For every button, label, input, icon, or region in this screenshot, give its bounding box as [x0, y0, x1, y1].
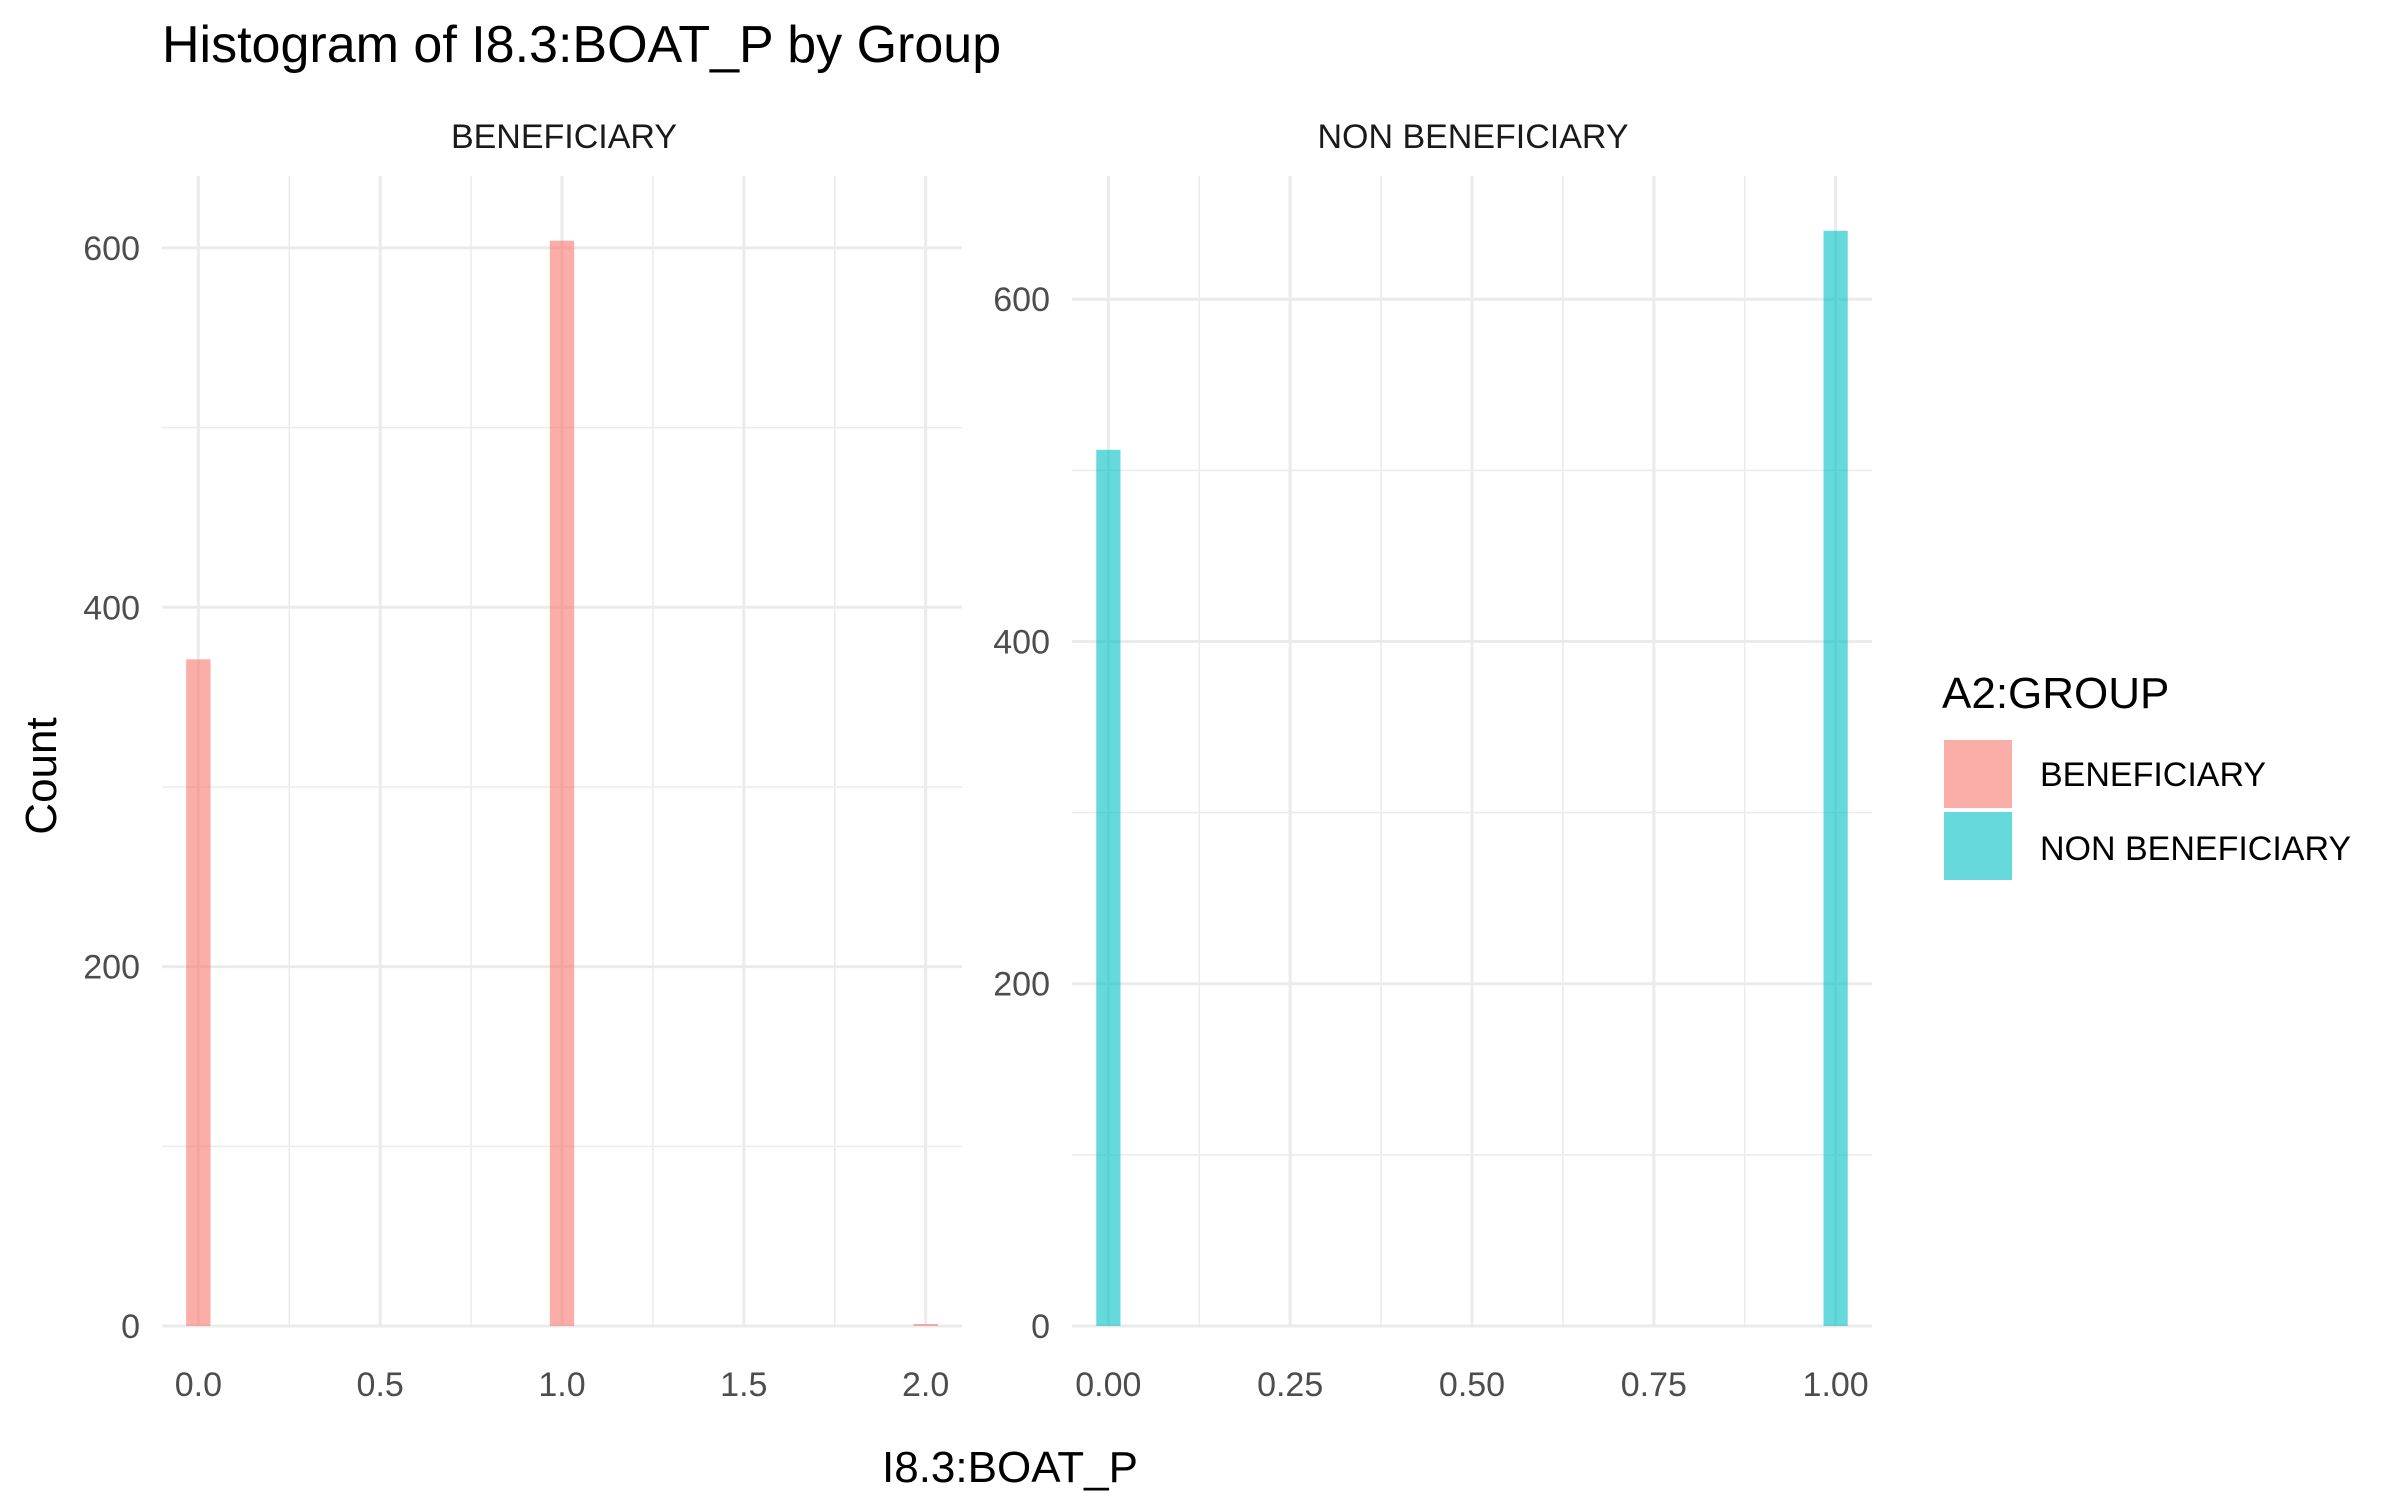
- x-tick-label: 0.0: [175, 1366, 222, 1404]
- y-tick-label: 0: [121, 1308, 140, 1346]
- y-tick-label: 600: [83, 230, 140, 268]
- x-tick-label: 0.5: [357, 1366, 404, 1404]
- x-tick-label: 0.50: [1439, 1366, 1505, 1404]
- y-tick-label: 600: [993, 281, 1050, 319]
- x-tick-label: 0.25: [1257, 1366, 1323, 1404]
- y-tick-label: 400: [993, 623, 1050, 661]
- facet-panel-beneficiary: 0.0 0.5 1.0 1.5 2.0 0 200 400 600: [83, 176, 962, 1404]
- legend-title: A2:GROUP: [1942, 669, 2169, 718]
- x-axis-title: I8.3:BOAT_P: [882, 1443, 1138, 1492]
- y-tick-label: 400: [83, 589, 140, 627]
- histogram-bar: [1823, 230, 1848, 1326]
- x-tick-label: 0.00: [1075, 1366, 1141, 1404]
- y-tick-label: 0: [1031, 1308, 1050, 1346]
- facet-strip-non-beneficiary: NON BENEFICIARY: [1317, 118, 1628, 156]
- y-axis-title: Count: [17, 717, 66, 834]
- y-tick-label: 200: [83, 949, 140, 987]
- histogram-bar: [1096, 449, 1121, 1326]
- legend-label-non-beneficiary: NON BENEFICIARY: [2040, 830, 2351, 868]
- legend-key-non-beneficiary: [1944, 812, 2012, 880]
- histogram-bar: [913, 1324, 938, 1326]
- x-tick-label: 1.5: [720, 1366, 767, 1404]
- y-tick-label: 200: [993, 966, 1050, 1004]
- x-tick-label: 1.00: [1803, 1366, 1869, 1404]
- legend-label-beneficiary: BENEFICIARY: [2040, 756, 2266, 794]
- x-tick-label: 0.75: [1621, 1366, 1687, 1404]
- histogram-bar: [186, 659, 211, 1326]
- facet-panel-non-beneficiary: 0.00 0.25 0.50 0.75 1.00 0 200 400 600: [993, 176, 1872, 1404]
- chart-title: Histogram of I8.3:BOAT_P by Group: [162, 16, 1001, 74]
- x-tick-label: 1.0: [538, 1366, 585, 1404]
- histogram-bar: [549, 240, 575, 1326]
- facet-strip-beneficiary: BENEFICIARY: [451, 118, 677, 156]
- legend-key-beneficiary: [1944, 740, 2012, 808]
- x-tick-label: 2.0: [902, 1366, 949, 1404]
- legend: A2:GROUP BENEFICIARY NON BENEFICIARY: [1942, 669, 2351, 880]
